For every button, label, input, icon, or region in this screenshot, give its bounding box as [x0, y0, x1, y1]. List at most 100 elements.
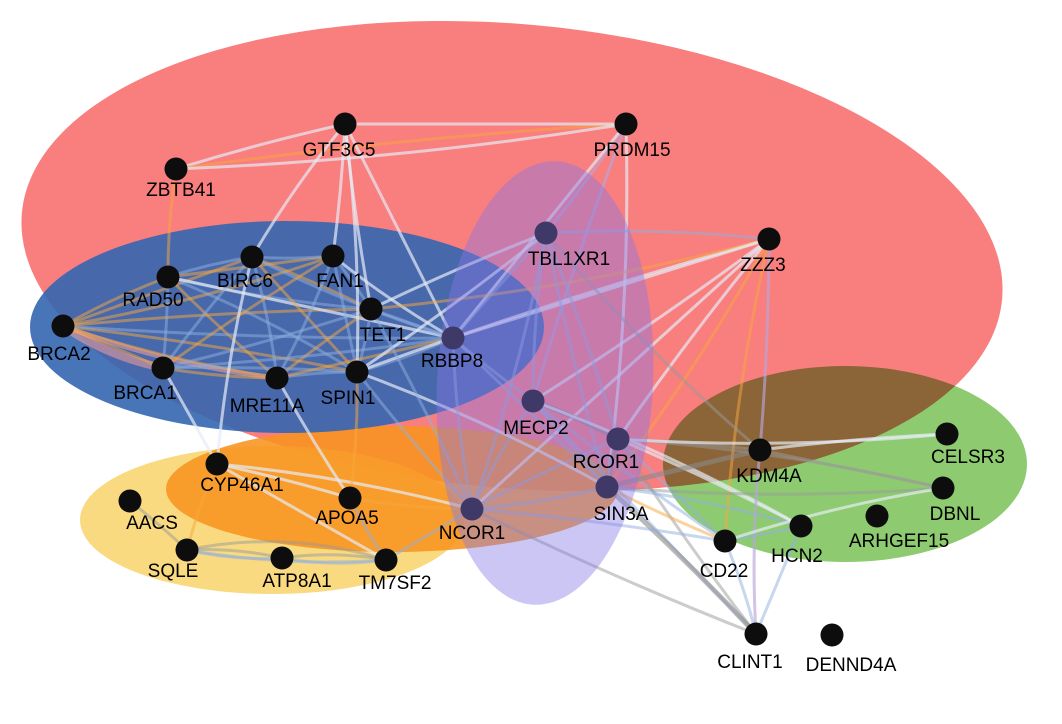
node-MECP2[interactable]	[521, 389, 545, 413]
node-CLINT1[interactable]	[744, 622, 768, 646]
edge-SIN3A-SPIN1	[355, 370, 609, 489]
edge-MRE11A-RBBP8	[275, 336, 455, 380]
node-PRDM15[interactable]	[614, 112, 638, 136]
node-AACS[interactable]	[118, 489, 142, 513]
node-FAN1[interactable]	[321, 244, 345, 268]
edge-ZZZ3-TET1	[369, 237, 771, 311]
node-TM7SF2[interactable]	[374, 548, 398, 572]
node-BIRC6[interactable]	[240, 245, 264, 269]
node-SPIN1[interactable]	[345, 360, 369, 384]
edge-ZZZ3-MECP2	[531, 237, 771, 403]
node-CYP46A1[interactable]	[205, 452, 229, 476]
edge-SQLE-TM7SF2	[185, 540, 388, 562]
node-label-PRDM15: PRDM15	[593, 140, 670, 161]
edge-ZBTB41-GTF3C5	[174, 122, 347, 171]
node-label-BRCA2: BRCA2	[27, 344, 90, 365]
node-label-CD22: CD22	[700, 561, 749, 582]
edge-FAN1-BRCA1	[161, 254, 335, 370]
edge-TBL1XR1-SPIN1	[355, 231, 548, 374]
edge-NCOR1-APOA5	[348, 496, 474, 511]
purple-cluster-ellipse	[436, 161, 654, 605]
node-DENND4A[interactable]	[820, 623, 844, 647]
edge-GTF3C5-FAN1	[331, 122, 347, 258]
node-BRCA1[interactable]	[151, 356, 175, 380]
edge-BRCA2-MRE11A	[61, 324, 279, 380]
edge-CYP46A1-APOA5	[215, 462, 352, 500]
node-ZZZ3[interactable]	[757, 227, 781, 251]
edge-GTF3C5-BIRC6	[250, 122, 347, 259]
edge-BIRC6-BRCA1	[161, 255, 254, 370]
edge-SIN3A-HCN2	[605, 485, 803, 528]
node-RCOR1[interactable]	[606, 427, 630, 451]
node-APOA5[interactable]	[338, 486, 362, 510]
node-RAD50[interactable]	[156, 265, 180, 289]
edge-FAN1-MRE11A	[275, 254, 335, 380]
node-label-CLINT1: CLINT1	[717, 652, 782, 673]
edge-BRCA1-CYP46A1	[161, 366, 219, 466]
node-HCN2[interactable]	[789, 514, 813, 538]
node-label-HCN2: HCN2	[771, 546, 823, 567]
node-BRCA2[interactable]	[51, 314, 75, 338]
edge-BRCA1-MRE11A	[161, 366, 279, 380]
node-ARHGEF15[interactable]	[865, 504, 889, 528]
node-label-DENND4A: DENND4A	[806, 655, 897, 676]
edge-TBL1XR1-NCOR1	[470, 231, 548, 511]
edge-ZZZ3-RBBP8	[451, 237, 771, 340]
node-label-CYP46A1: CYP46A1	[200, 475, 283, 496]
node-KDM4A[interactable]	[748, 438, 772, 462]
edge-TET1-BRCA1	[161, 307, 373, 370]
edge-ZZZ3-CD22	[723, 237, 771, 543]
node-RBBP8[interactable]	[441, 326, 465, 350]
node-ATP8A1[interactable]	[270, 546, 294, 570]
node-label-GTF3C5: GTF3C5	[303, 140, 376, 161]
edge-RCOR1-CLINT1	[616, 437, 758, 636]
edge-TBL1XR1-RBBP8	[451, 231, 548, 340]
edge-NCOR1-RBBP8	[451, 336, 474, 511]
edge-ZZZ3-RCOR1	[616, 237, 771, 441]
node-label-BRCA1: BRCA1	[113, 383, 176, 404]
node-label-SIN3A: SIN3A	[594, 504, 649, 525]
node-TET1[interactable]	[359, 297, 383, 321]
edge-KDM4A-CLINT1	[752, 448, 762, 636]
edge-BRCA2-SPIN1	[61, 324, 359, 374]
edge-SIN3A-CLINT1	[604, 484, 759, 637]
edge-ZZZ3-TBL1XR1	[544, 229, 771, 241]
node-NCOR1[interactable]	[460, 497, 484, 521]
node-GTF3C5[interactable]	[333, 112, 357, 136]
edge-BRCA1-RBBP8	[161, 336, 455, 370]
node-label-TET1: TET1	[360, 325, 406, 346]
node-label-SQLE: SQLE	[148, 561, 199, 582]
edge-MECP2-NCOR1	[470, 399, 535, 511]
node-SQLE[interactable]	[175, 538, 199, 562]
edge-SIN3A-NCOR1	[470, 485, 609, 511]
node-SIN3A[interactable]	[595, 475, 619, 499]
edge-RAD50-SPIN1	[166, 275, 359, 374]
node-label-APOA5: APOA5	[315, 508, 378, 529]
edge-BRCA2-RBBP8	[61, 324, 455, 340]
node-CELSR3[interactable]	[935, 422, 959, 446]
edge-BIRC6-CYP46A1	[215, 255, 254, 466]
edge-HCN2-CLINT1	[754, 524, 803, 636]
node-label-FAN1: FAN1	[316, 271, 364, 292]
edge-BIRC6-SPIN1	[250, 255, 359, 374]
edge-ZBTB41-PRDM15	[174, 122, 628, 171]
edge-KDM4A-CELSR3	[758, 432, 949, 452]
node-label-ZZZ3: ZZZ3	[740, 255, 785, 276]
node-ZBTB41[interactable]	[164, 157, 188, 181]
node-TBL1XR1[interactable]	[534, 221, 558, 245]
edge-BRCA2-RAD50	[61, 275, 170, 328]
node-MRE11A[interactable]	[265, 366, 289, 390]
node-label-RCOR1: RCOR1	[573, 452, 640, 473]
node-DBNL[interactable]	[931, 476, 955, 500]
node-CD22[interactable]	[713, 529, 737, 553]
edge-ZZZ3-KDM4A	[758, 237, 771, 452]
node-label-AACS: AACS	[126, 513, 178, 534]
edge-DBNL-CD22	[723, 486, 945, 543]
node-label-RBBP8: RBBP8	[421, 351, 483, 372]
node-label-DBNL: DBNL	[930, 504, 981, 525]
edge-GTF3C5-RBBP8	[343, 122, 455, 340]
edge-SIN3A-RBBP8	[451, 336, 609, 489]
node-label-CELSR3: CELSR3	[931, 447, 1005, 468]
